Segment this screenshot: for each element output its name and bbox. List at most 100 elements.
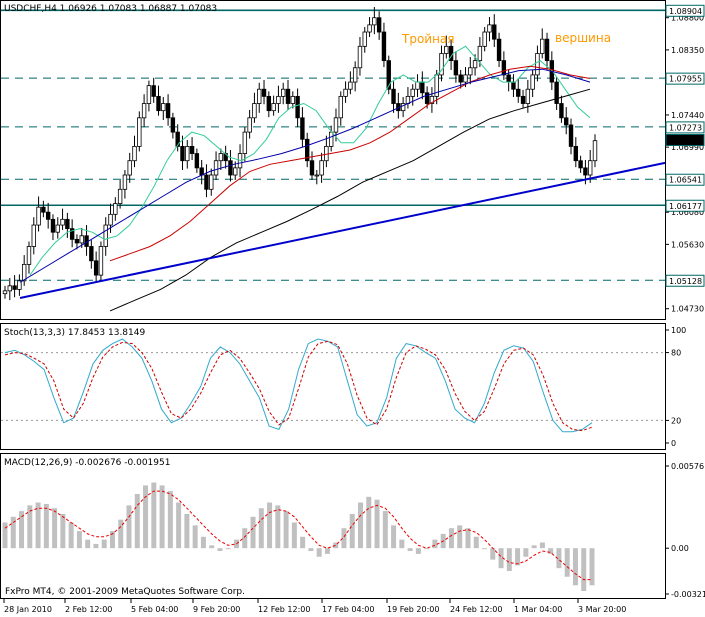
macd-histogram-bar bbox=[506, 548, 512, 572]
macd-histogram-bar bbox=[448, 528, 454, 549]
macd-signal-line bbox=[4, 490, 592, 581]
candle-body bbox=[439, 53, 444, 76]
candle-body bbox=[12, 285, 17, 290]
time-tick-label: 5 Feb 04:00 bbox=[131, 605, 178, 614]
level-label: 1.07273 bbox=[669, 123, 702, 132]
macd-histogram-bar bbox=[143, 485, 149, 549]
macd-histogram-bar bbox=[333, 542, 339, 549]
price-tick-label: 1.07440 bbox=[671, 111, 704, 120]
candle-body bbox=[127, 160, 132, 176]
macd-histogram-bar bbox=[374, 499, 380, 549]
candle-body bbox=[588, 160, 593, 176]
macd-histogram-bar bbox=[572, 548, 578, 586]
price-pane[interactable] bbox=[0, 0, 666, 320]
candle-body bbox=[319, 160, 324, 176]
candle-body bbox=[444, 45, 449, 54]
candle-body bbox=[544, 38, 550, 62]
macd-histogram-bar bbox=[159, 485, 165, 549]
candle-body bbox=[26, 246, 32, 265]
macd-histogram-bar bbox=[424, 548, 430, 550]
candle-body bbox=[137, 117, 142, 147]
candle-body bbox=[79, 235, 84, 244]
macd-histogram-bar bbox=[93, 543, 99, 549]
candle-body bbox=[592, 140, 598, 162]
level-label: 1.05128 bbox=[669, 277, 702, 286]
macd-histogram-bar bbox=[118, 519, 124, 549]
macd-histogram-bar bbox=[589, 548, 595, 586]
price-tick-label: 1.05630 bbox=[671, 240, 704, 249]
time-tick-label: 3 Mar 20:00 bbox=[578, 605, 626, 614]
candle-body bbox=[352, 67, 358, 83]
candle-body bbox=[559, 103, 564, 119]
level-label: 1.06177 bbox=[669, 202, 702, 211]
time-tick-label: 2 Feb 12:00 bbox=[65, 605, 112, 614]
candle-body bbox=[328, 131, 334, 147]
macd-histogram-bar bbox=[515, 548, 521, 566]
macd-histogram-bar bbox=[167, 491, 173, 549]
macd-histogram-bar bbox=[242, 528, 248, 549]
level-label-box bbox=[665, 121, 705, 134]
macd-histogram-bar bbox=[184, 513, 190, 549]
time-tick-label: 19 Feb 20:00 bbox=[387, 605, 439, 614]
candle-body bbox=[309, 160, 315, 176]
level-label-box bbox=[665, 173, 705, 186]
ma-long-line bbox=[109, 88, 591, 312]
candle-body bbox=[2, 290, 8, 295]
level-label: 1.07955 bbox=[669, 75, 702, 84]
macd-histogram-bar bbox=[267, 502, 273, 549]
candle-body bbox=[156, 95, 161, 112]
candle-body bbox=[213, 160, 219, 176]
candle-body bbox=[117, 188, 123, 205]
candle-body bbox=[209, 174, 214, 190]
candle-body bbox=[468, 67, 473, 76]
price-series bbox=[1, 7, 666, 312]
trend-line bbox=[19, 161, 666, 299]
macd-histogram-bar bbox=[539, 542, 545, 549]
macd-pane[interactable] bbox=[0, 453, 666, 599]
candle-body bbox=[338, 95, 343, 119]
macd-histogram-bar bbox=[341, 528, 347, 549]
macd-histogram-bar bbox=[176, 502, 182, 549]
candle-body bbox=[472, 60, 478, 69]
macd-histogram-bar bbox=[209, 545, 215, 549]
candle-body bbox=[424, 92, 430, 104]
level-label-box bbox=[665, 133, 705, 146]
candle-body bbox=[415, 81, 420, 90]
candle-body bbox=[516, 88, 521, 97]
macd-histogram-bar bbox=[101, 539, 107, 549]
candle-body bbox=[410, 88, 415, 97]
candle-body bbox=[45, 211, 51, 220]
time-tick-label: 28 Jan 2010 bbox=[4, 605, 52, 614]
candle-body bbox=[501, 60, 507, 76]
candle-body bbox=[60, 218, 65, 226]
level-label: 1.08904 bbox=[669, 7, 702, 16]
candle-body bbox=[463, 74, 468, 83]
candle-body bbox=[386, 60, 391, 90]
axes: 1.08800 1.08350 1.07440 1.06990 1.06080 1.056… bbox=[3, 4, 705, 614]
macd-histogram-bar bbox=[2, 522, 8, 549]
macd-histogram-bar bbox=[465, 528, 471, 549]
level-label: 1.07083 bbox=[669, 136, 702, 145]
macd-histogram-bar bbox=[200, 536, 206, 549]
candle-body bbox=[381, 31, 387, 62]
candle-body bbox=[367, 24, 372, 33]
candle-body bbox=[17, 280, 22, 290]
candle-body bbox=[21, 263, 27, 282]
macd-histogram-bar bbox=[19, 511, 25, 549]
stoch-tick-label: 0 bbox=[671, 439, 676, 448]
macd-histogram-bar bbox=[548, 548, 554, 554]
candle-body bbox=[50, 218, 56, 233]
macd-histogram-bar bbox=[407, 548, 413, 552]
candle-body bbox=[36, 206, 41, 226]
macd-histogram-bar bbox=[43, 503, 49, 549]
macd-histogram-bar bbox=[151, 482, 157, 549]
macd-histogram-bar bbox=[432, 539, 438, 549]
stoch-title: Stoch(13,3,3) 17.8453 13.8149 bbox=[4, 328, 145, 338]
candle-body bbox=[372, 17, 377, 26]
candle-body bbox=[530, 74, 535, 90]
candle-body bbox=[194, 153, 200, 169]
stoch-series bbox=[1, 338, 665, 433]
stoch-pane[interactable] bbox=[0, 323, 666, 450]
annotation-triple: Тройная bbox=[401, 32, 455, 46]
macd-histogram-bar bbox=[126, 505, 132, 549]
